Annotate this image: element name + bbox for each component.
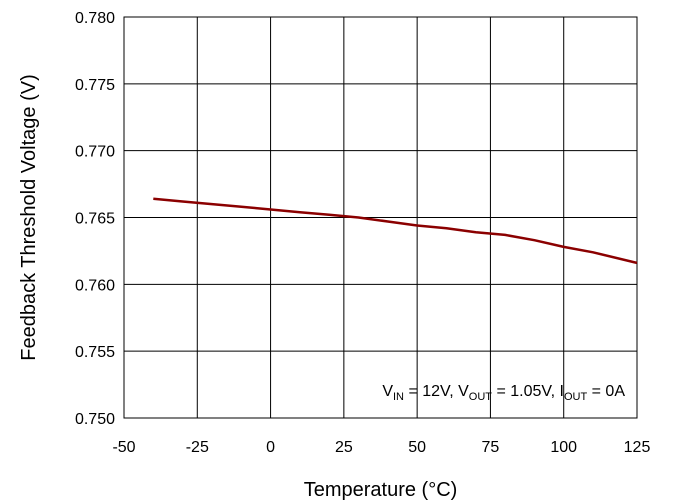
conditions-annotation: VIN = 12V, VOUT = 1.05V, IOUT = 0A (382, 383, 625, 403)
plot-frame (123, 16, 638, 419)
y-axis-title: Feedback Threshold Voltage (V) (18, 74, 40, 360)
x-tick-label: 25 (335, 439, 353, 456)
x-tick-label: 100 (550, 439, 577, 456)
y-tick-label: 0.775 (75, 77, 115, 94)
x-tick-label: -25 (186, 439, 209, 456)
y-tick-label: 0.760 (75, 277, 115, 294)
x-tick-label: 125 (624, 439, 651, 456)
y-tick-label: 0.780 (75, 10, 115, 27)
x-tick-label: 75 (482, 439, 500, 456)
y-tick-label: 0.770 (75, 144, 115, 161)
series-line (153, 197, 638, 265)
x-axis-title: Temperature (°C) (304, 479, 458, 501)
x-tick-label: -50 (112, 439, 135, 456)
x-tick-label: 0 (266, 439, 275, 456)
x-tick-labels: -50 -25 0 25 50 75 100 125 (112, 439, 650, 456)
y-tick-label: 0.765 (75, 211, 115, 228)
series-layer (153, 197, 638, 265)
y-tick-label: 0.750 (75, 411, 115, 428)
grid (124, 17, 637, 418)
y-tick-labels: 0.750 0.755 0.760 0.765 0.770 0.775 0.780 (75, 10, 115, 428)
x-tick-label: 50 (408, 439, 426, 456)
y-tick-label: 0.755 (75, 344, 115, 361)
